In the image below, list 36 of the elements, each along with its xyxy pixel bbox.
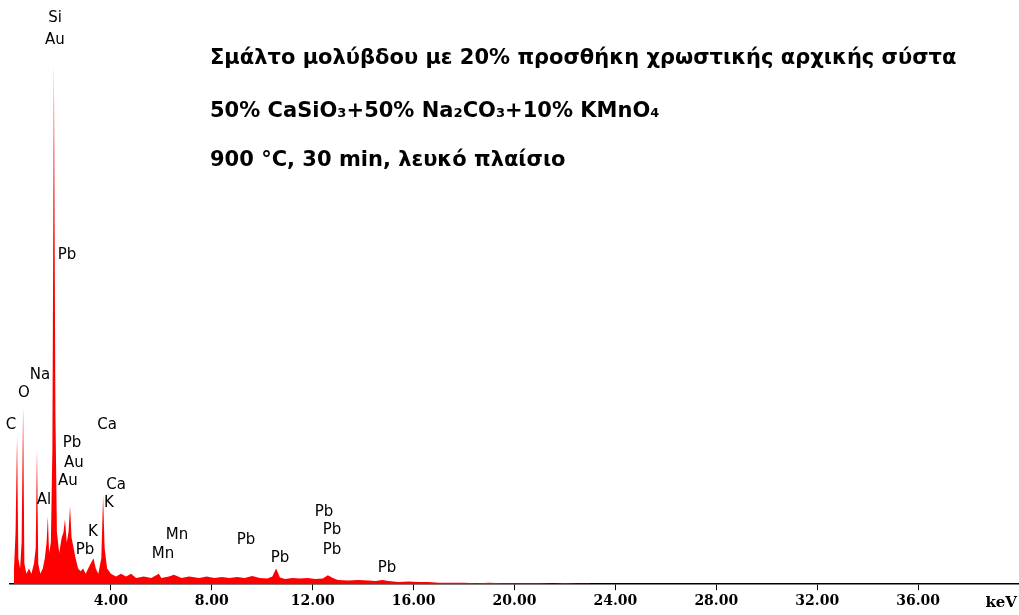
text: 50% CaSiO₃+50% Na₂CO₃+10% KMnO₄	[210, 98, 660, 122]
annotation: Pb	[75, 539, 95, 558]
text: Si	[48, 7, 62, 26]
annotation: Pb	[62, 432, 82, 451]
x-tick-label: 32.00	[795, 592, 840, 609]
annotation: Au	[58, 470, 78, 489]
x-tick-label: 12.00	[290, 592, 335, 609]
annotation: Al	[36, 489, 52, 508]
annotation: Pb	[57, 244, 77, 263]
annotation: Pb	[314, 501, 334, 520]
annotation: O	[18, 382, 30, 401]
x-tick-label: 24.00	[593, 592, 638, 609]
annotation: Pb	[270, 547, 290, 566]
annotation: Au	[64, 452, 84, 471]
x-tick-label: 28.00	[694, 592, 739, 609]
x-tick-label: 20.00	[492, 592, 537, 609]
x-axis-title: keV	[985, 592, 1018, 611]
annotation: Pb	[322, 519, 342, 538]
annotation: Na	[29, 364, 51, 383]
annotation: Mn	[151, 543, 175, 562]
chart-title: Σμάλτο μολύβδου με 20% προσθήκη χρωστικής αρχικής σύστα	[210, 45, 957, 69]
x-tick-label: 16.00	[391, 592, 436, 609]
x-tick-label: 8.00	[194, 592, 230, 609]
annotation: Pb	[322, 539, 342, 558]
x-tick-label: 36.00	[896, 592, 941, 609]
annotation: C	[5, 414, 17, 433]
annotation: 900 °C, 30 min, λευκό πλαίσιο	[210, 147, 566, 171]
annotation: K	[88, 521, 100, 540]
x-tick-label: 4.00	[93, 592, 129, 609]
annotation: Pb	[236, 529, 256, 548]
annotation: K	[104, 492, 116, 511]
annotation: Ca	[97, 414, 117, 433]
annotation: Pb	[377, 557, 397, 576]
text: Au	[45, 29, 65, 48]
annotation: Mn	[165, 524, 189, 543]
annotation: Ca	[106, 474, 126, 493]
